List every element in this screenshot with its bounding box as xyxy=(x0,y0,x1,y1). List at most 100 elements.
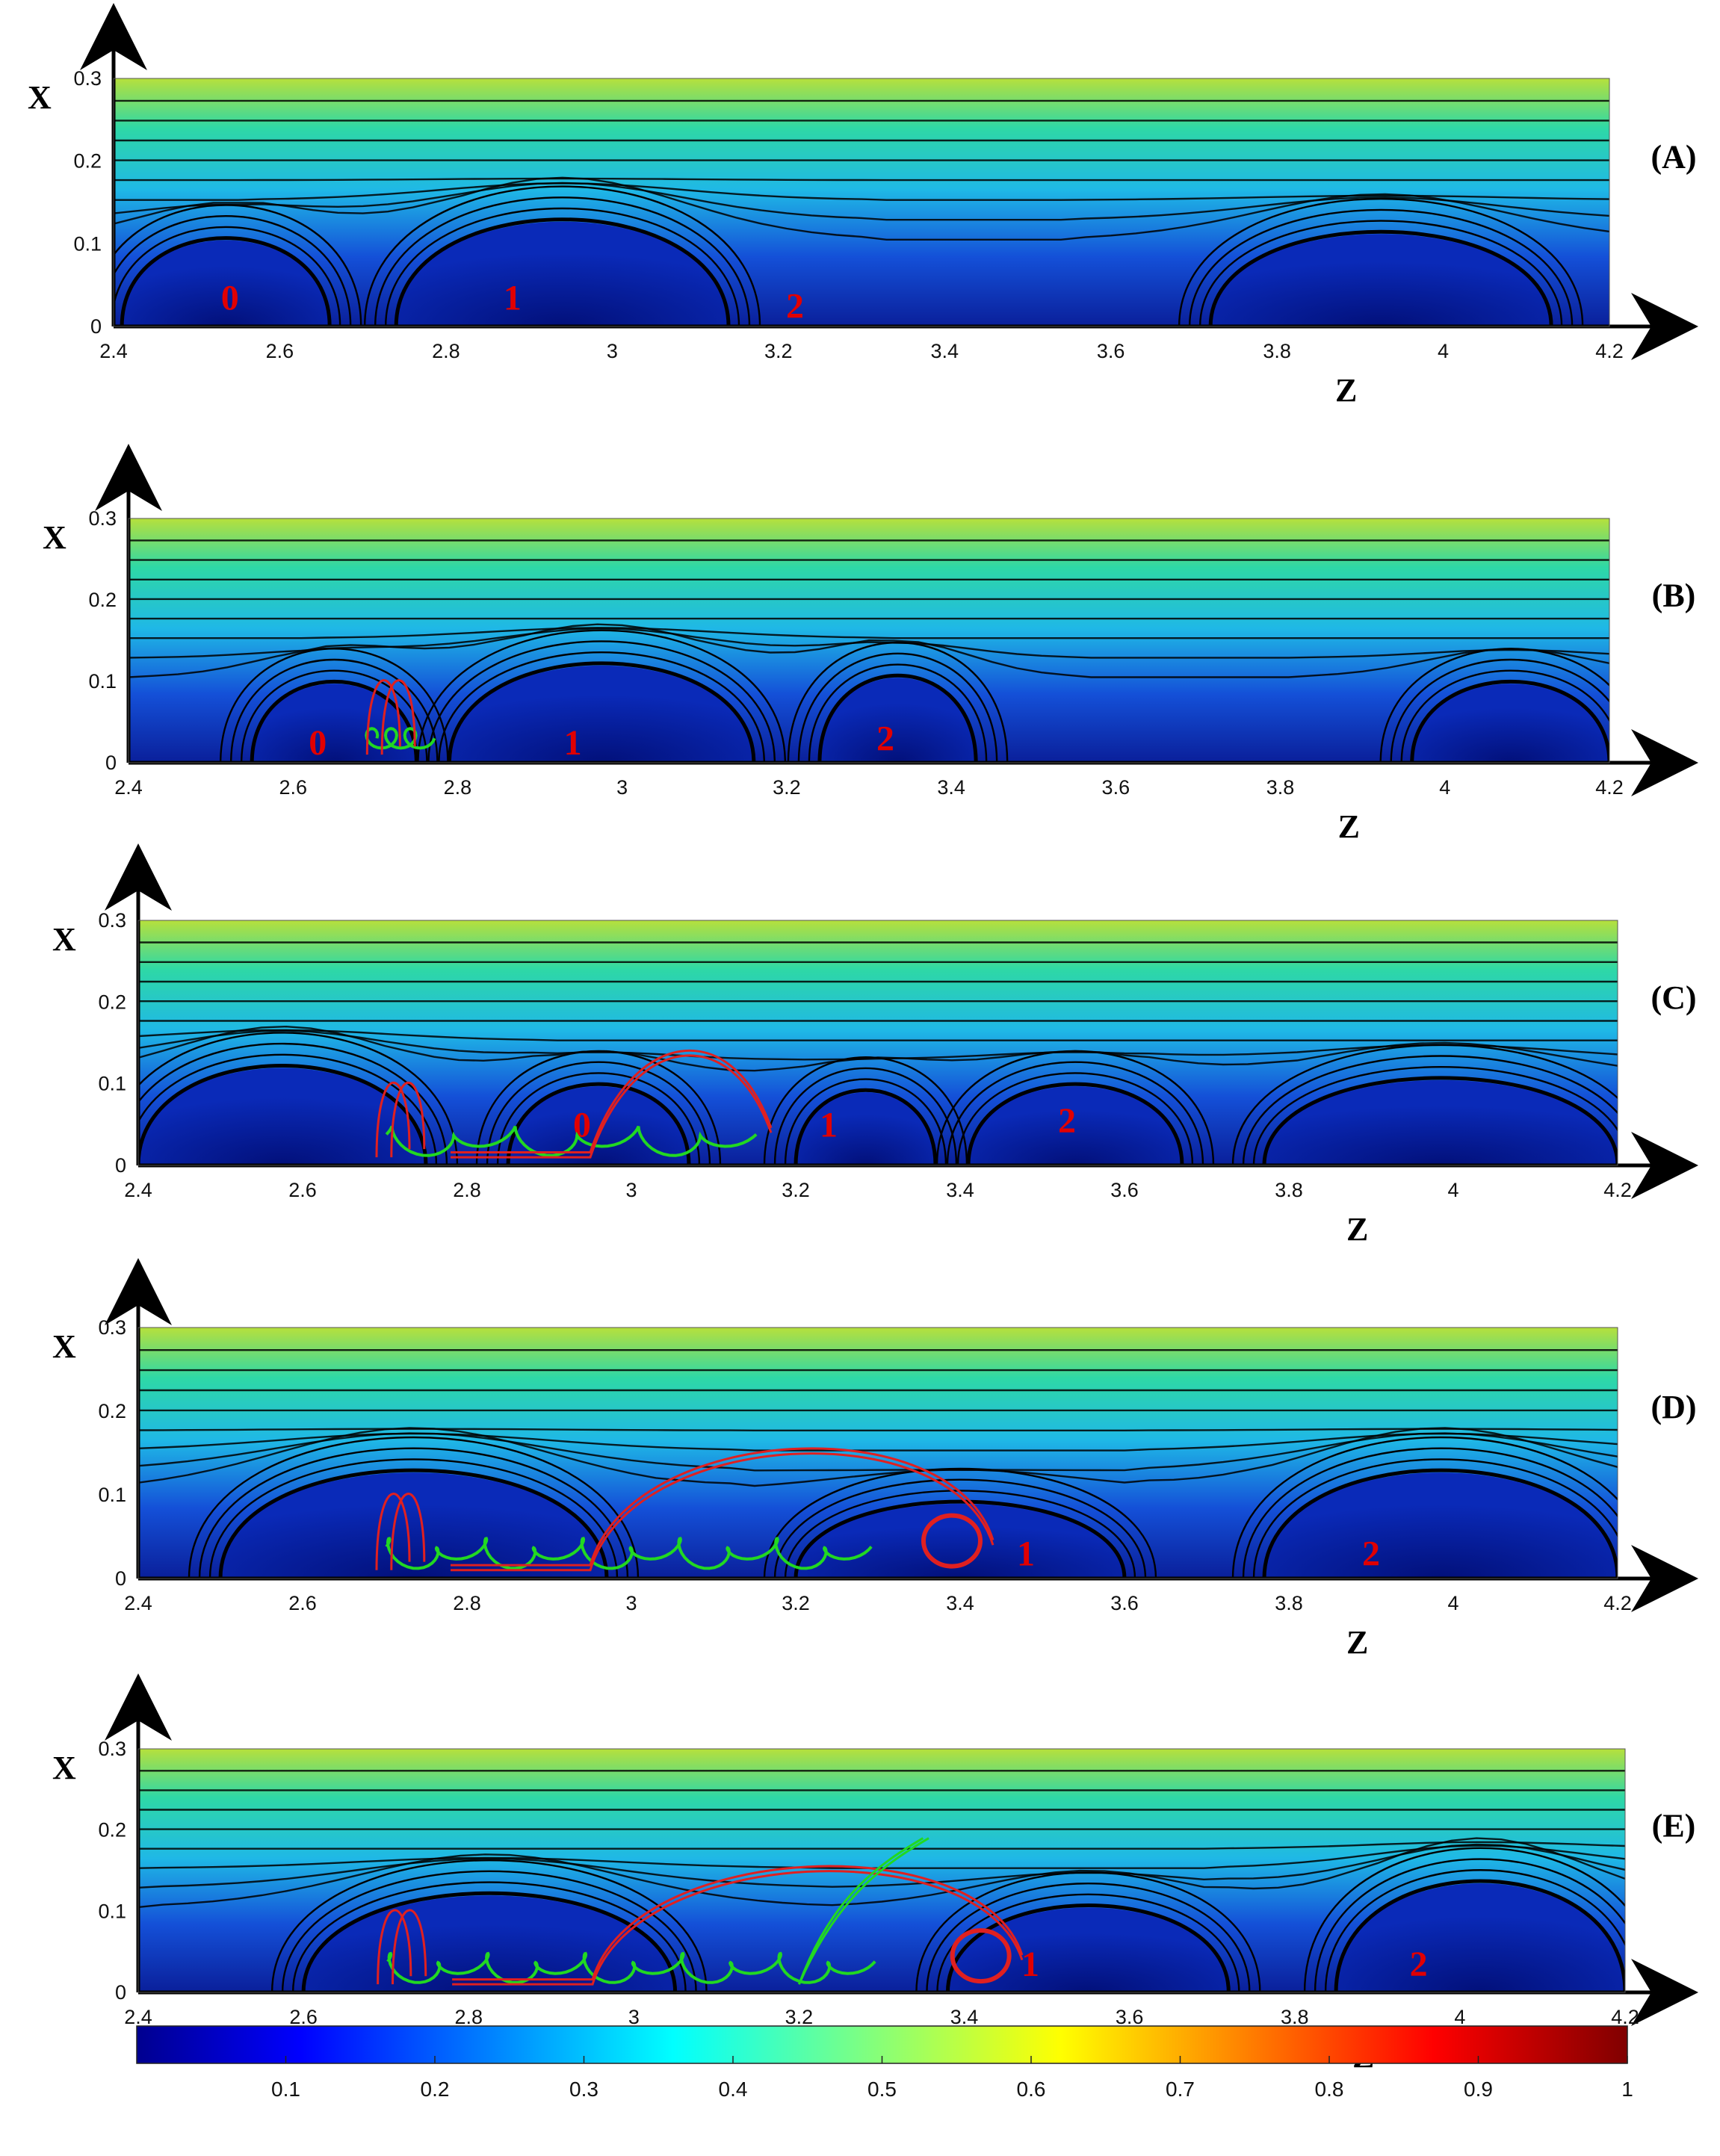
vortex-contour-1-1 xyxy=(438,651,766,763)
vortex-core-1 xyxy=(947,1907,1229,1992)
colorbar-tick-label: 0.1 xyxy=(271,2078,300,2101)
streamline-2 xyxy=(129,627,1609,639)
x-tick-label: 0.2 xyxy=(98,1400,126,1422)
z-axis-label: Z xyxy=(1346,1211,1368,1248)
z-tick-label: 3.8 xyxy=(1275,1179,1303,1201)
x-tick-label: 0.3 xyxy=(88,507,117,530)
colorbar: 0.1 0.2 0.3 0.4 0.5 0.6 0.7 0.8 0.9 1 xyxy=(136,2025,1633,2101)
vortex-core-4 xyxy=(1264,1079,1618,1165)
vortex-contour-1-2 xyxy=(773,1478,1147,1579)
vortex-contour-0-0 xyxy=(301,1891,678,1992)
vortex-contour-1-0 xyxy=(447,661,756,763)
red-hairpin-1 xyxy=(380,679,416,755)
streamline-0 xyxy=(138,1025,1618,1072)
vortex-contour-3-1 xyxy=(956,1072,1194,1165)
x-tick-label: 0 xyxy=(115,1154,126,1177)
vortex-contour-0-1 xyxy=(138,1053,438,1165)
vortex-core-1 xyxy=(508,1086,689,1165)
vortex-line-traces xyxy=(365,679,436,755)
vortex-contour-1-2 xyxy=(374,196,751,326)
z-tick-label: 3.2 xyxy=(764,340,793,362)
z-tick-label: 3.2 xyxy=(785,2006,814,2028)
plot-frame xyxy=(137,1748,1626,1993)
z-tick-label: 2.8 xyxy=(453,1592,481,1614)
z-tick-label: 4.2 xyxy=(1595,776,1624,799)
velocity-field xyxy=(129,518,1609,763)
vortex-core-1 xyxy=(396,221,729,326)
vortex-contour-1-1 xyxy=(384,207,740,326)
red-tail-loop xyxy=(921,1513,983,1569)
vortex-contour-1-3 xyxy=(363,185,761,326)
z-tick-label: 3 xyxy=(625,1592,637,1614)
hot-spot-0 xyxy=(254,920,598,999)
vortex-contour-1-0 xyxy=(794,1499,1127,1579)
z-tick-label: 4 xyxy=(1438,340,1449,362)
velocity-field xyxy=(114,78,1609,326)
green-vortex-line xyxy=(385,1125,758,1157)
z-tick-label: 2.6 xyxy=(279,776,307,799)
z-tick-label: 3.6 xyxy=(1110,1179,1139,1201)
vortex-contour-0-1 xyxy=(240,669,428,763)
z-axis-label: Z xyxy=(1335,372,1357,409)
x-tick-label: 0 xyxy=(115,1567,126,1590)
z-tick-label: 4.2 xyxy=(1595,340,1624,362)
hot-spot-1 xyxy=(138,1749,310,1822)
colorbar-tick-label: 0.8 xyxy=(1315,2078,1344,2101)
x-tick-label: 0.1 xyxy=(98,1900,126,1922)
plot-frame xyxy=(128,518,1610,763)
vortex-contour-3-2 xyxy=(946,1061,1204,1165)
vortex-contour-1-0 xyxy=(506,1082,691,1165)
vortex-contour-2-2 xyxy=(797,652,998,763)
colorbar-tick-label: 0.3 xyxy=(569,2078,598,2101)
region-label-2: 2 xyxy=(786,286,804,326)
vortex-contour-1-1 xyxy=(496,1072,701,1165)
vortex-contour-0-1 xyxy=(208,1458,619,1579)
z-tick-label: 2.6 xyxy=(289,2006,318,2028)
red-arch-1 xyxy=(451,1049,773,1154)
vortex-contour-3-1 xyxy=(1400,669,1609,763)
colorbar-tick-label: 0.4 xyxy=(719,2078,748,2101)
streamline-2 xyxy=(138,1844,1625,1869)
x-tick-label: 0 xyxy=(90,315,102,338)
velocity-field xyxy=(138,1328,1618,1579)
z-tick-label: 3.8 xyxy=(1266,776,1295,799)
hot-spot-1 xyxy=(138,1328,310,1401)
plot-frame xyxy=(137,1327,1618,1579)
streamline-0 xyxy=(138,1837,1625,1909)
x-tick-label: 0 xyxy=(105,752,117,774)
velocity-field xyxy=(138,920,1618,1165)
panel-tag: (C) xyxy=(1651,979,1696,1016)
vortex-contour-2-0 xyxy=(1262,1468,1618,1579)
z-tick-label: 3 xyxy=(607,340,618,362)
x-tick-label: 0.1 xyxy=(88,670,117,693)
z-tick-label: 4 xyxy=(1439,776,1450,799)
z-tick-label: 3.8 xyxy=(1263,340,1291,362)
vortex-contour-2-0 xyxy=(817,673,978,763)
green-vortex-line xyxy=(385,1537,873,1570)
hot-spot-0 xyxy=(710,1749,1054,1827)
red-arch-1 xyxy=(452,1865,1024,1981)
hot-spot-1 xyxy=(1446,920,1618,994)
streamline-3 xyxy=(114,177,1609,182)
region-label-1: 1 xyxy=(1021,1945,1039,1984)
colorbar-tick-label: 1 xyxy=(1621,2078,1633,2101)
red-arch-0 xyxy=(451,1452,994,1572)
vortex-contour-4-0 xyxy=(1262,1076,1618,1165)
vortex-contour-0-0 xyxy=(250,680,418,763)
velocity-field xyxy=(138,1749,1625,1992)
colorbar-tick-label: 0.6 xyxy=(1017,2078,1046,2101)
panel-d: 2.4 2.6 2.8 3 3.2 3.4 3.6 3.8 4 4.2 0 0.1 0.2 0.3 X Z (D… xyxy=(52,1258,1698,1661)
vortex-contour-1-2 xyxy=(486,1061,711,1165)
vortex-contour-1-2 xyxy=(926,1883,1251,1992)
vortex-contour-0-3 xyxy=(188,1436,640,1579)
vortex-contour-0-0 xyxy=(138,1064,428,1165)
vortex-core-2 xyxy=(1264,1472,1618,1579)
z-tick-label: 3.6 xyxy=(1110,1592,1139,1614)
vortex-core-0 xyxy=(138,1068,426,1165)
region-label-2: 2 xyxy=(1410,1945,1428,1984)
z-axis-label: Z xyxy=(1346,1624,1368,1661)
z-tick-label: 3 xyxy=(628,2006,640,2028)
plot-frame xyxy=(113,78,1610,327)
z-tick-label: 2.6 xyxy=(288,1179,317,1201)
